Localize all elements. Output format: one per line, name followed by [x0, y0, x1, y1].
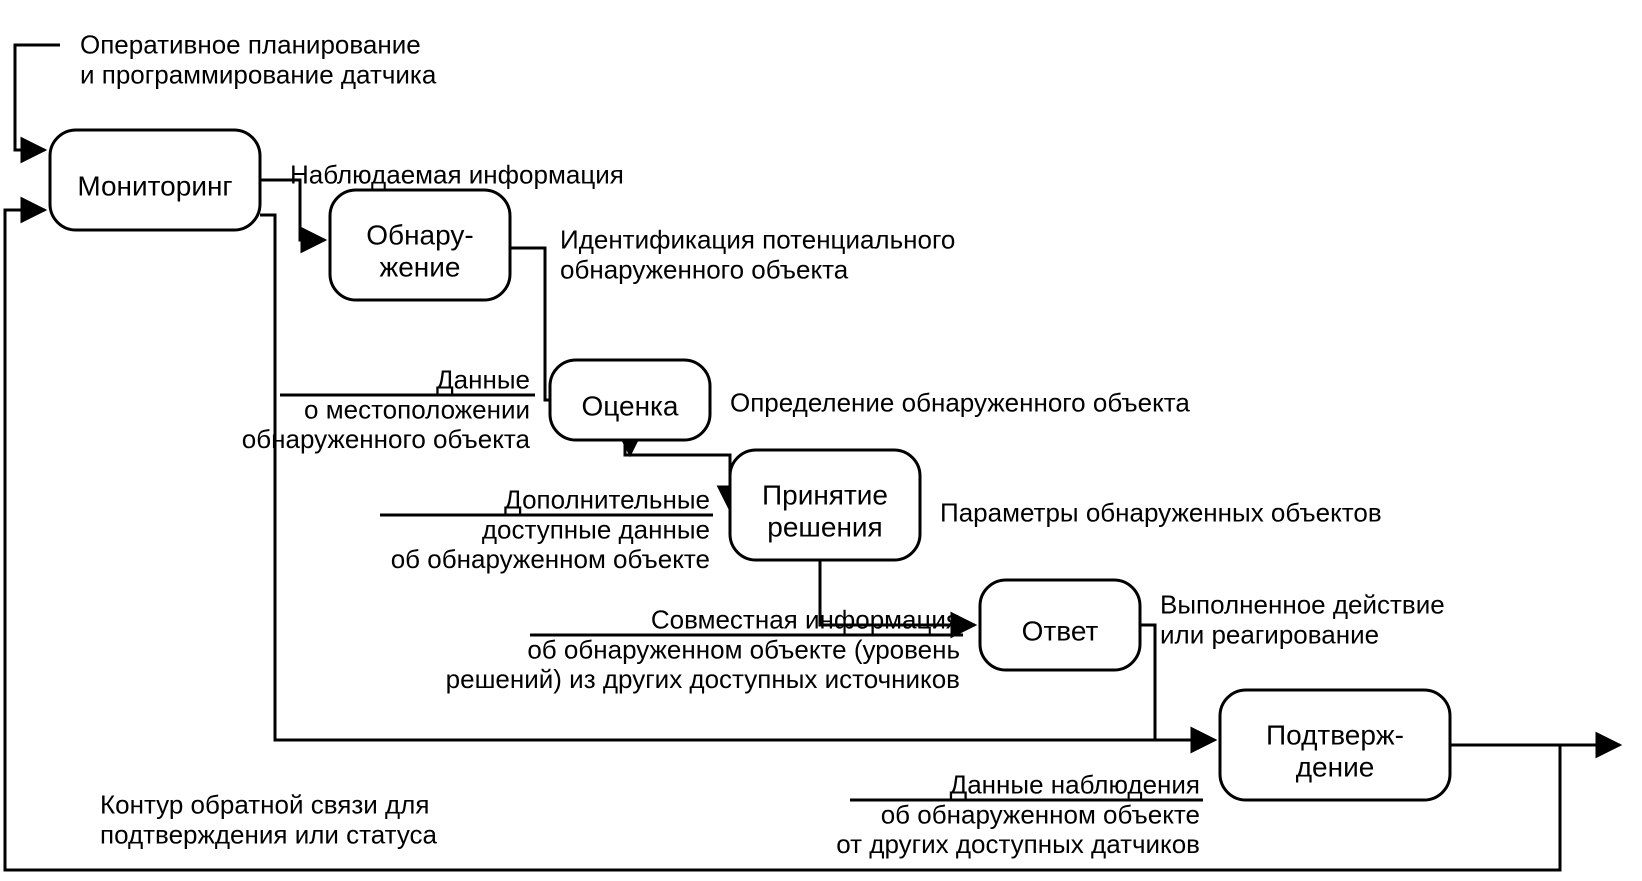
node-detection: Обнару-жение: [330, 190, 510, 300]
label-collab: Совместная информацияоб обнаруженном объ…: [446, 604, 960, 694]
label-parameters: Параметры обнаруженных объектов: [940, 497, 1382, 527]
label-top: Оперативное планированиеи программирован…: [80, 29, 437, 89]
label-feedback: Контур обратной связи дляподтверждения и…: [100, 789, 438, 849]
node-label-assessment: Оценка: [582, 390, 679, 421]
label-observed: Наблюдаемая информация: [290, 159, 624, 189]
node-label-decision: Принятиерешения: [762, 479, 888, 542]
node-label-response: Ответ: [1022, 615, 1099, 646]
node-label-monitoring: Мониторинг: [77, 170, 232, 201]
node-label-detection: Обнару-жение: [366, 219, 473, 282]
node-response: Ответ: [980, 580, 1140, 670]
label-performed: Выполненное действиеили реагирование: [1160, 589, 1445, 649]
label-additional: Дополнительныедоступные данныеоб обнаруж…: [391, 484, 710, 574]
label-obsdata: Данные наблюденияоб обнаруженном объекте…: [836, 769, 1200, 859]
label-determination: Определение обнаруженного объекта: [730, 387, 1190, 417]
arrow-top_in: [15, 45, 60, 150]
label-locdata: Данныео местоположенииобнаруженного объе…: [242, 364, 531, 454]
node-confirm: Подтверж-дение: [1220, 690, 1450, 800]
label-identification: Идентификация потенциальногообнаруженног…: [560, 224, 955, 284]
node-monitoring: Мониторинг: [50, 130, 260, 230]
node-assessment: Оценка: [550, 360, 710, 440]
flowchart-canvas: Мониторинг Обнару-жение Оценка Принятиереше…: [0, 0, 1642, 881]
node-decision: Принятиерешения: [730, 450, 920, 560]
